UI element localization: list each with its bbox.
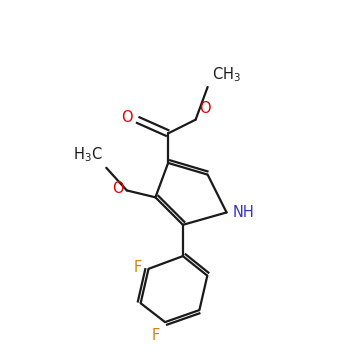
Text: F: F (134, 260, 142, 275)
Text: NH: NH (233, 205, 254, 220)
Text: CH$_3$: CH$_3$ (212, 65, 241, 84)
Text: O: O (199, 101, 211, 116)
Text: F: F (152, 328, 160, 343)
Text: O: O (112, 181, 124, 196)
Text: H$_3$C: H$_3$C (73, 146, 103, 164)
Text: O: O (121, 111, 133, 125)
